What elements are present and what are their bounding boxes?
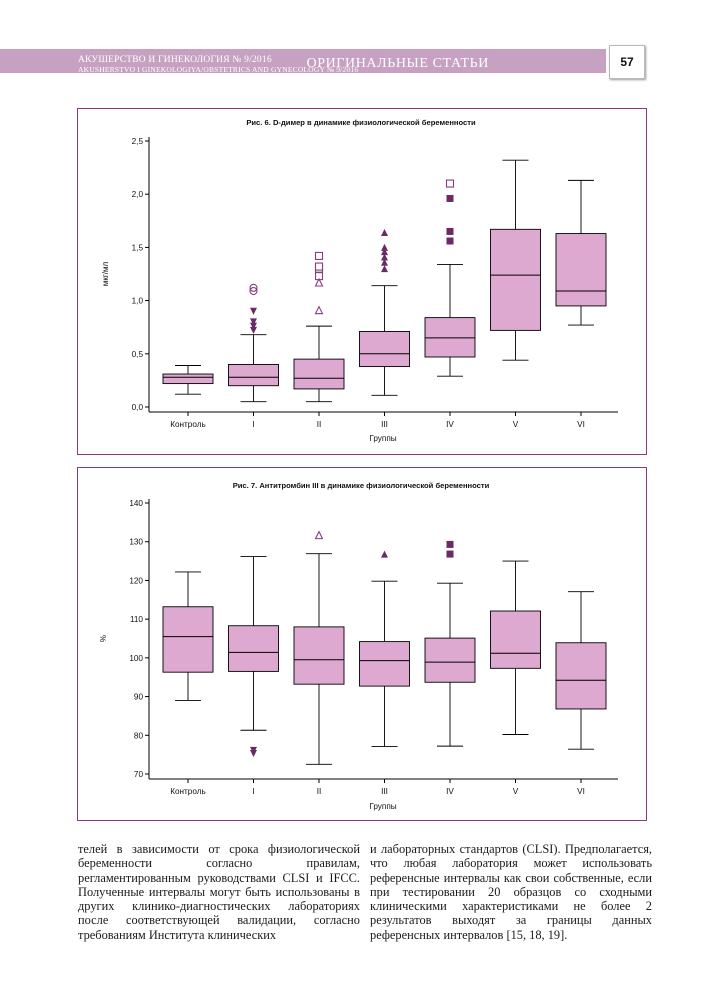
x-tick-label: VI xyxy=(577,420,585,429)
box xyxy=(555,642,607,710)
outlier-marker xyxy=(446,550,454,558)
outlier-marker xyxy=(381,550,388,558)
x-tick-label: III xyxy=(381,787,388,796)
x-tick-label: VI xyxy=(577,787,585,796)
y-axis-label: % xyxy=(99,635,108,642)
x-axis-label: Группы xyxy=(369,434,396,443)
x-tick-label: II xyxy=(317,787,322,796)
chart-title: Рис. 6. D-димер в динамике физиологическ… xyxy=(246,118,476,127)
box xyxy=(293,626,345,685)
y-tick-label: 1,5 xyxy=(132,243,144,252)
section-title: ОРИГИНАЛЬНЫЕ СТАТЬИ xyxy=(306,56,489,71)
outlier-marker xyxy=(381,229,388,237)
outlier-marker xyxy=(314,530,324,540)
outlier-marker xyxy=(381,265,388,273)
y-tick-label: 1,0 xyxy=(132,297,144,306)
y-axis-label: мкг/мл xyxy=(101,262,110,287)
outlier-marker xyxy=(446,194,454,202)
outlier-marker xyxy=(381,248,388,256)
box xyxy=(359,331,410,368)
y-tick-label: 130 xyxy=(129,538,143,547)
box xyxy=(228,625,279,672)
x-tick-label: IV xyxy=(446,787,454,796)
outlier-marker xyxy=(249,283,258,292)
outlier-marker xyxy=(381,243,388,251)
x-tick-label: IV xyxy=(446,420,454,429)
outlier-marker xyxy=(445,179,455,188)
paragraph: телей в зависимости от срока физиологиче… xyxy=(78,842,360,942)
y-tick-label: 70 xyxy=(134,770,144,779)
chart-d-dimer: Рис. 6. D-димер в динамике физиологическ… xyxy=(101,118,618,443)
x-tick-label: V xyxy=(513,420,519,429)
y-tick-label: 90 xyxy=(134,693,144,702)
outlier-marker xyxy=(250,322,257,330)
box xyxy=(359,641,410,687)
journal-title-en: AKUSHERSTVO I GINEKOLOGIYA/OBSTETRICS AN… xyxy=(78,65,359,74)
outlier-marker xyxy=(446,227,454,235)
outlier-marker xyxy=(381,253,388,261)
box xyxy=(490,610,541,669)
x-tick-label: Контроль xyxy=(170,787,206,796)
journal-title-ru: АКУШЕРСТВО И ГИНЕКОЛОГИЯ № 9/2016 xyxy=(78,55,272,65)
x-tick-label: V xyxy=(513,787,519,796)
y-tick-label: 2,5 xyxy=(132,137,144,146)
x-tick-label: II xyxy=(317,420,322,429)
outlier-marker xyxy=(446,237,454,245)
box xyxy=(555,233,607,307)
y-tick-label: 110 xyxy=(130,615,143,624)
y-tick-label: 100 xyxy=(129,654,143,663)
chart-title: Рис. 7. Антитромбин III в динамике физио… xyxy=(233,481,490,490)
text-column-left: телей в зависимости от срока физиологиче… xyxy=(78,842,360,942)
y-tick-label: 0,0 xyxy=(132,403,144,412)
outlier-marker xyxy=(314,277,324,287)
y-tick-label: 120 xyxy=(129,576,143,585)
box xyxy=(490,228,541,331)
y-tick-label: 140 xyxy=(129,499,143,508)
outlier-marker xyxy=(446,540,454,548)
x-tick-label: I xyxy=(252,787,254,796)
box xyxy=(293,358,345,390)
outlier-marker xyxy=(314,251,324,260)
outlier-marker xyxy=(250,318,257,326)
outlier-marker xyxy=(381,258,388,266)
page-number: 57 xyxy=(609,45,645,79)
page-header: АКУШЕРСТВО И ГИНЕКОЛОГИЯ № 9/2016 AKUSHE… xyxy=(0,45,717,79)
outlier-marker xyxy=(249,286,258,296)
text-column-right: и лабораторных стандартов (CLSI). Предпо… xyxy=(370,842,652,942)
box xyxy=(162,373,214,385)
outlier-marker xyxy=(314,262,324,271)
y-tick-label: 0,5 xyxy=(132,350,144,359)
y-tick-label: 80 xyxy=(134,731,144,740)
x-tick-label: III xyxy=(381,420,388,429)
x-tick-label: I xyxy=(252,420,254,429)
figure-7-antithrombin: Рис. 7. Антитромбин III в динамике физио… xyxy=(77,467,647,821)
figure-6-d-dimer: Рис. 6. D-димер в динамике физиологическ… xyxy=(77,108,647,455)
x-tick-label: Контроль xyxy=(170,420,206,429)
box xyxy=(228,363,279,387)
y-tick-label: 2,0 xyxy=(132,190,144,199)
outlier-marker xyxy=(250,746,257,754)
chart-antithrombin: Рис. 7. Антитромбин III в динамике физио… xyxy=(99,481,618,811)
outlier-marker xyxy=(250,307,257,315)
paragraph: и лабораторных стандартов (CLSI). Предпо… xyxy=(370,842,652,942)
x-axis-label: Группы xyxy=(369,802,396,811)
outlier-marker xyxy=(250,326,257,334)
box xyxy=(424,637,476,683)
box xyxy=(424,317,476,358)
header-band: АКУШЕРСТВО И ГИНЕКОЛОГИЯ № 9/2016 AKUSHE… xyxy=(0,49,606,74)
box xyxy=(162,606,214,673)
outlier-marker xyxy=(314,305,324,315)
